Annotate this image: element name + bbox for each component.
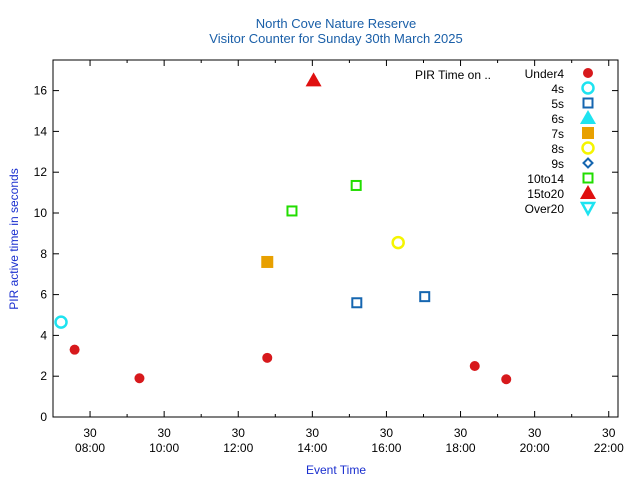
data-point-5s: [419, 291, 431, 303]
data-point-10to14: [350, 179, 362, 191]
legend-entry-label: 10to14: [527, 172, 564, 186]
legend-marker-9s: [582, 157, 594, 169]
chart-title: North Cove Nature Reserve: [256, 16, 416, 31]
x-tick-time-label: 14:00: [297, 441, 327, 455]
points-layer: [54, 72, 512, 385]
legend-entry-label: 5s: [551, 97, 564, 111]
legend-marker-7s: [582, 127, 594, 139]
legend-entry-label: 6s: [551, 112, 564, 126]
x-tick-time-label: 12:00: [223, 441, 253, 455]
ticks-layer: 02468101214163008:003010:003012:003014:0…: [34, 60, 624, 455]
x-tick-day-label: 30: [454, 426, 468, 440]
x-tick-day-label: 30: [380, 426, 394, 440]
data-point-5s: [351, 297, 363, 309]
x-tick-day-label: 30: [232, 426, 246, 440]
legend-marker-15to20: [580, 185, 596, 199]
legend-marker-10to14: [582, 172, 594, 184]
legend-entry-label: Under4: [525, 67, 565, 81]
x-tick-time-label: 16:00: [371, 441, 401, 455]
legend-marker-under4: [583, 68, 593, 78]
legend-entry-label: Over20: [525, 202, 565, 216]
x-tick-day-label: 30: [528, 426, 542, 440]
data-point-15to20: [305, 72, 322, 87]
data-point-under4: [69, 344, 80, 355]
data-point-under4: [262, 352, 273, 363]
x-axis-label: Event Time: [306, 463, 366, 477]
y-tick-label: 2: [40, 369, 47, 383]
y-tick-label: 16: [34, 84, 48, 98]
legend-entry-label: 8s: [551, 142, 564, 156]
y-tick-label: 8: [40, 247, 47, 261]
data-point-7s: [261, 255, 274, 268]
x-tick-time-label: 22:00: [594, 441, 624, 455]
y-tick-label: 0: [40, 410, 47, 424]
x-tick-day-label: 30: [306, 426, 320, 440]
legend: PIR Time on .. Under44s5s6s7s8s9s10to141…: [415, 67, 597, 217]
y-tick-label: 4: [40, 328, 47, 342]
y-tick-label: 14: [34, 124, 48, 138]
legend-marker-5s: [582, 97, 594, 109]
x-tick-time-label: 08:00: [75, 441, 105, 455]
x-tick-time-label: 10:00: [149, 441, 179, 455]
legend-marker-4s: [581, 81, 595, 95]
y-tick-label: 12: [34, 165, 48, 179]
y-tick-label: 6: [40, 288, 47, 302]
legend-entry-label: 4s: [551, 82, 564, 96]
data-point-under4: [501, 374, 512, 385]
legend-title: PIR Time on ..: [415, 68, 491, 82]
legend-marker-8s: [581, 141, 595, 155]
y-axis-label: PIR active time in seconds: [7, 168, 21, 309]
chart-subtitle: Visitor Counter for Sunday 30th March 20…: [209, 31, 462, 46]
data-point-under4: [134, 373, 145, 384]
legend-entry-label: 9s: [551, 157, 564, 171]
legend-entry-label: 7s: [551, 127, 564, 141]
data-point-4s: [54, 315, 68, 329]
legend-marker-over20: [579, 201, 597, 217]
legend-marker-6s: [580, 110, 596, 124]
legend-entry-label: 15to20: [527, 187, 564, 201]
x-tick-day-label: 30: [83, 426, 97, 440]
plot-frame: [52, 59, 619, 418]
data-point-8s: [391, 235, 405, 250]
data-point-10to14: [286, 205, 298, 217]
x-tick-time-label: 18:00: [446, 441, 476, 455]
y-tick-label: 10: [34, 206, 48, 220]
x-tick-time-label: 20:00: [520, 441, 550, 455]
x-tick-day-label: 30: [157, 426, 171, 440]
data-point-under4: [469, 361, 480, 371]
x-tick-day-label: 30: [602, 426, 616, 440]
